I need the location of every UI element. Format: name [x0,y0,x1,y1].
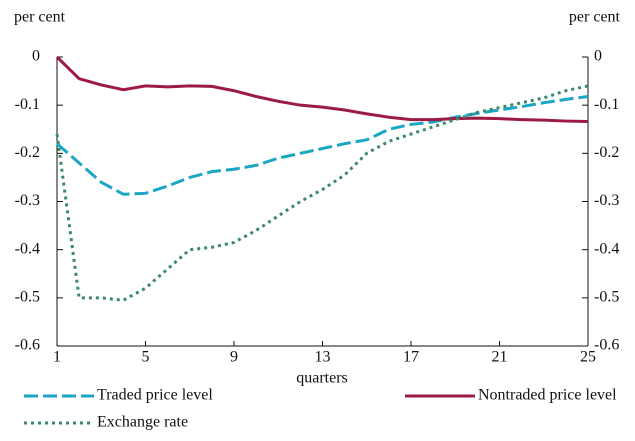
y2-axis-label: per cent [569,9,621,26]
y2-tick-label: 0 [594,48,602,65]
y2-tick-label: -0.3 [594,192,619,209]
legend-label: Exchange rate [97,414,188,431]
y2-tick-label: -0.4 [594,240,619,257]
series-line [55,84,589,302]
x-tick-label: 9 [230,349,238,366]
y-tick-label: -0.5 [15,289,40,306]
y-tick-label: 0 [32,48,40,65]
x-tick-label: 17 [403,349,419,366]
y2-tick-label: -0.2 [594,144,619,161]
y2-tick-label: -0.1 [594,96,619,113]
x-tick-label: 13 [315,349,331,366]
y-axis-label: per cent [14,9,66,26]
y-tick-label: -0.4 [15,240,40,257]
y-tick-label: -0.3 [15,192,40,209]
y-tick-label: -0.2 [15,144,40,161]
x-tick-label: 1 [53,349,61,366]
x-tick-label: 21 [492,349,508,366]
legend-label: Traded price level [97,387,213,404]
legend-label: Nontraded price level [478,387,617,404]
x-tick-label: 25 [580,349,596,366]
y-tick-label: -0.6 [15,337,40,354]
x-tick-label: 5 [142,349,150,366]
series-line [56,95,589,196]
series-line [55,55,589,124]
y2-tick-label: -0.6 [594,337,619,354]
y2-tick-label: -0.5 [594,289,619,306]
x-axis-label: quarters [296,370,348,387]
y-tick-label: -0.1 [15,96,40,113]
